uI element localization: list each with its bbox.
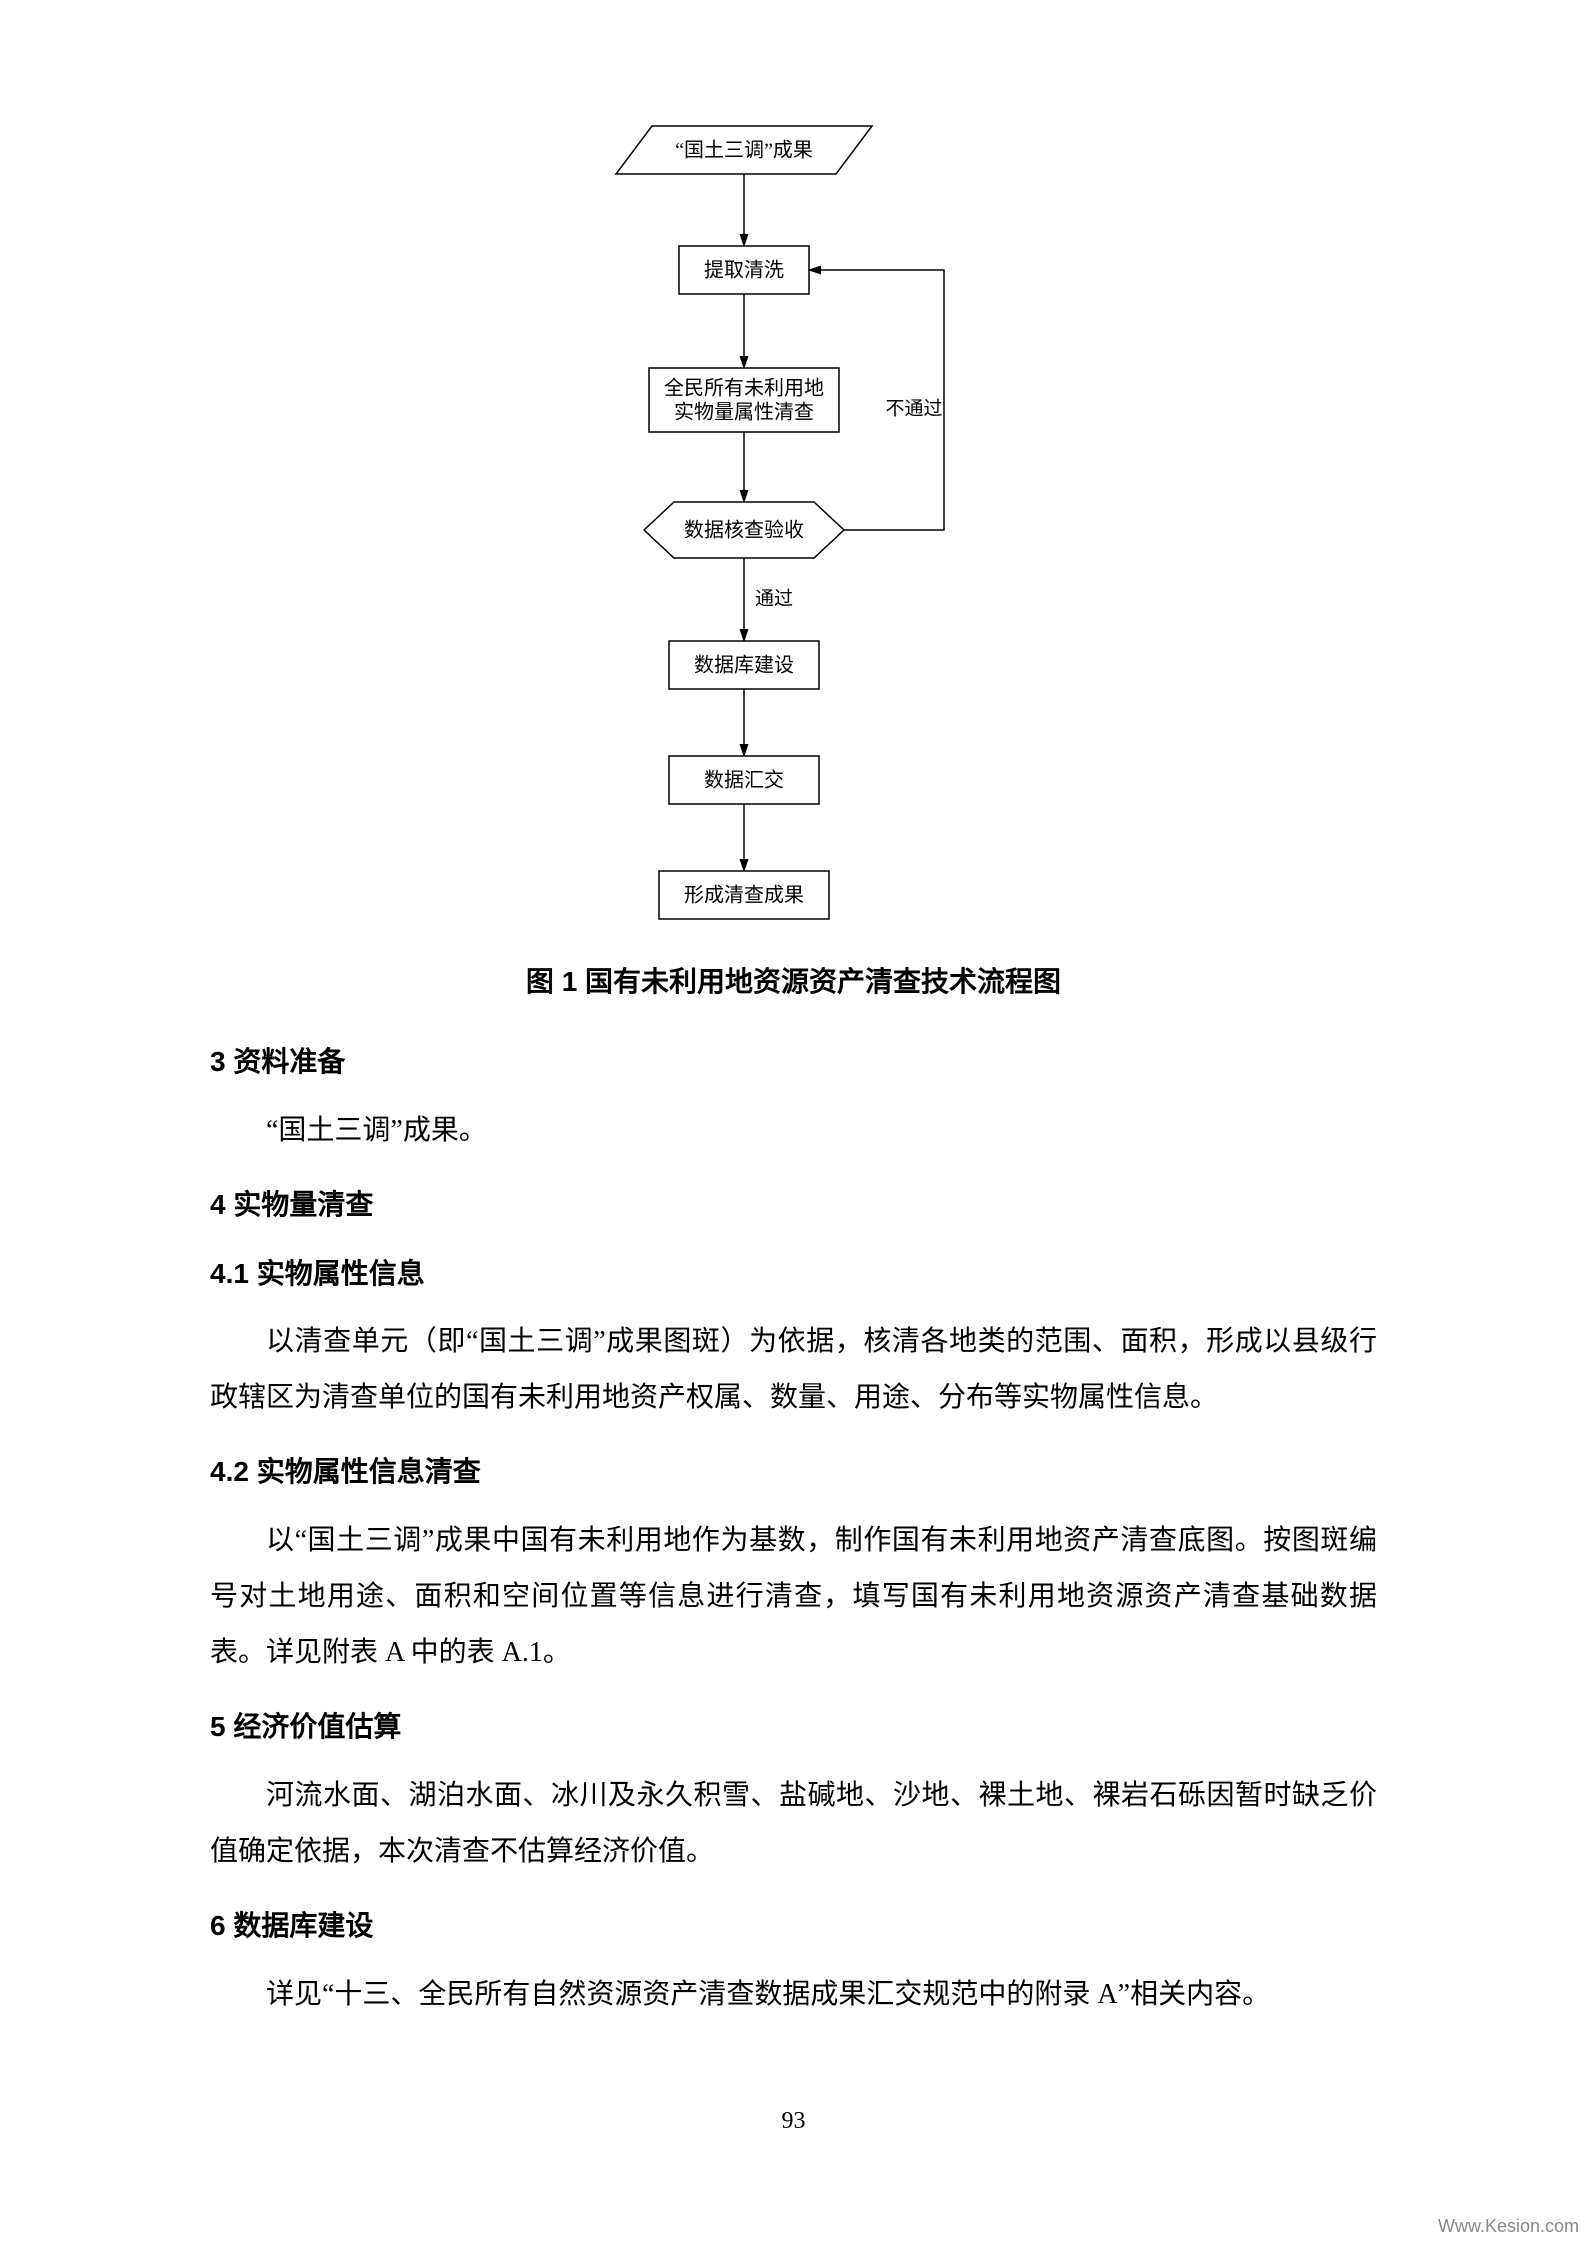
watermark-text: Www.Kesion.com bbox=[1438, 2216, 1579, 2237]
heading-4-2: 4.2 实物属性信息清查 bbox=[210, 1450, 1377, 1495]
para-4-1-1: 以清查单元（即“国土三调”成果图斑）为依据，核清各地类的范围、面积，形成以县级行… bbox=[210, 1314, 1377, 1426]
para-5-1: 河流水面、湖泊水面、冰川及永久积雪、盐碱地、沙地、裸土地、裸岩石砾因暂时缺乏价值… bbox=[210, 1768, 1377, 1880]
page-number: 93 bbox=[0, 2108, 1587, 2135]
heading-3: 3 资料准备 bbox=[210, 1040, 1377, 1085]
flowchart-node-inventory-label2: 实物量属性清查 bbox=[674, 401, 814, 424]
heading-5: 5 经济价值估算 bbox=[210, 1705, 1377, 1750]
flowchart-edge-fail-label: 不通过 bbox=[885, 397, 942, 419]
flowchart-node-result-label: 形成清查成果 bbox=[684, 884, 804, 907]
heading-4-1: 4.1 实物属性信息 bbox=[210, 1252, 1377, 1297]
heading-4: 4 实物量清查 bbox=[210, 1183, 1377, 1228]
flowchart-node-check-label: 数据核查验收 bbox=[684, 519, 804, 542]
flowchart-svg: “国土三调”成果 提取清洗 全民所有未利用地 实物量属性清查 数据核查验收 通过… bbox=[514, 110, 1074, 930]
para-3-1: “国土三调”成果。 bbox=[210, 1103, 1377, 1159]
flowchart-node-extract-label: 提取清洗 bbox=[704, 259, 784, 282]
para-4-2-1: 以“国土三调”成果中国有未利用地作为基数，制作国有未利用地资产清查底图。按图斑编… bbox=[210, 1513, 1377, 1681]
figure-caption: 图 1 国有未利用地资源资产清查技术流程图 bbox=[210, 960, 1377, 1000]
flowchart-node-inventory-label1: 全民所有未利用地 bbox=[664, 377, 824, 400]
flowchart-node-start-label: “国土三调”成果 bbox=[675, 139, 813, 162]
flowchart-container: “国土三调”成果 提取清洗 全民所有未利用地 实物量属性清查 数据核查验收 通过… bbox=[210, 110, 1377, 930]
flowchart-edge-pass-label: 通过 bbox=[754, 587, 792, 609]
document-page: “国土三调”成果 提取清洗 全民所有未利用地 实物量属性清查 数据核查验收 通过… bbox=[0, 0, 1587, 2023]
para-6-1: 详见“十三、全民所有自然资源资产清查数据成果汇交规范中的附录 A”相关内容。 bbox=[210, 1967, 1377, 2023]
flowchart-node-submit-label: 数据汇交 bbox=[704, 769, 784, 792]
flowchart-node-db-label: 数据库建设 bbox=[694, 654, 794, 677]
heading-6: 6 数据库建设 bbox=[210, 1904, 1377, 1949]
